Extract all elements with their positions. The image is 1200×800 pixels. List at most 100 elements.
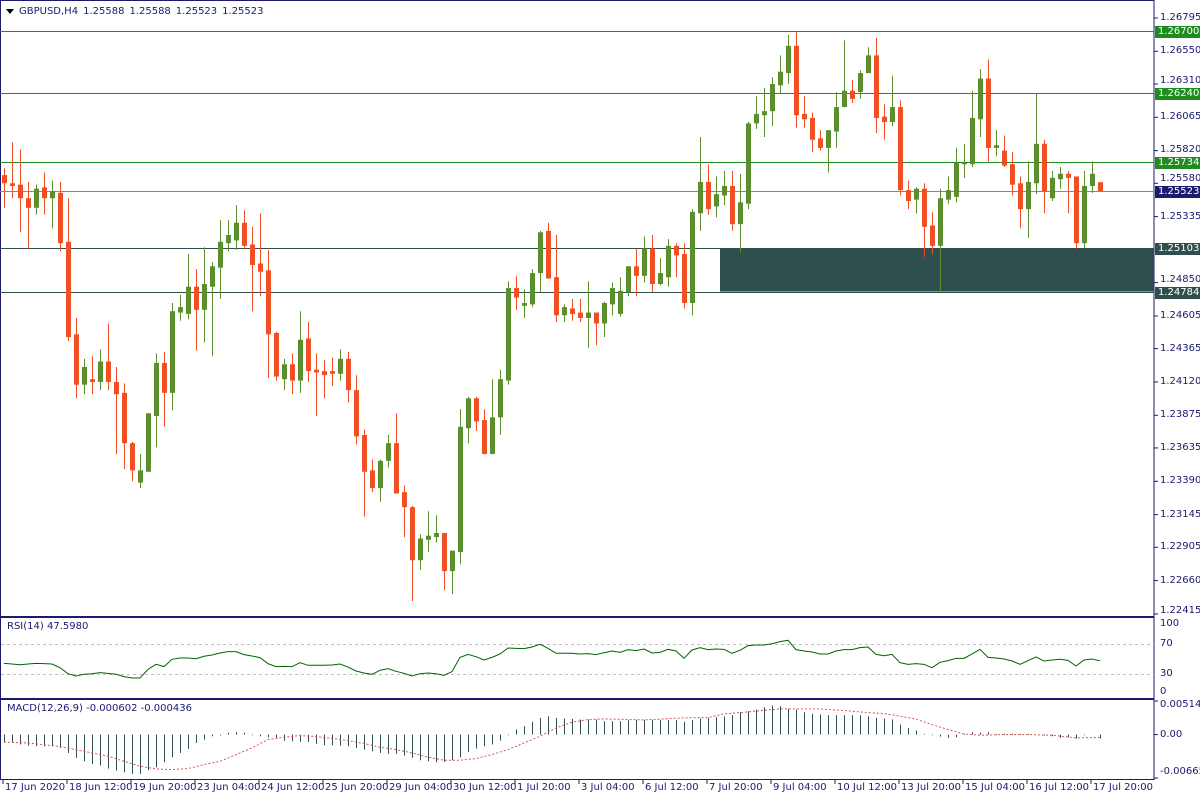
candle — [634, 248, 639, 297]
candle-body — [1090, 173, 1095, 187]
candle — [866, 47, 871, 74]
candle — [258, 213, 263, 297]
candle — [1026, 161, 1031, 238]
candle-body — [498, 379, 503, 418]
candle-body — [178, 307, 183, 313]
candle — [554, 234, 559, 323]
candle-body — [1002, 150, 1007, 166]
candle — [98, 349, 103, 391]
candle — [482, 409, 487, 455]
candle-body — [514, 288, 519, 298]
candle-body — [666, 245, 671, 278]
candle — [370, 459, 375, 493]
candle-body — [570, 308, 575, 314]
candle — [146, 413, 151, 472]
candle-body — [474, 398, 479, 422]
price-axis-label: 1.23635 — [1160, 441, 1200, 453]
candle-body — [674, 245, 679, 256]
candle-body — [210, 266, 215, 287]
candle — [386, 435, 391, 468]
candle — [906, 180, 911, 210]
candle-body — [194, 286, 199, 310]
level-lines — [0, 31, 1154, 293]
price-axis-label: 1.24605 — [1160, 309, 1200, 321]
low-value: 1.25523 — [175, 5, 218, 17]
candle — [914, 187, 919, 214]
candle-body — [218, 241, 223, 268]
candle-body — [690, 211, 695, 304]
candle — [1066, 171, 1071, 214]
candle — [226, 220, 231, 252]
candle — [530, 269, 535, 308]
candle — [834, 92, 839, 148]
candle-body — [1058, 173, 1063, 180]
price-axis-label: 1.23145 — [1160, 508, 1200, 520]
candle — [178, 294, 183, 321]
candle-body — [346, 358, 351, 391]
candle-body — [826, 130, 831, 148]
candle-body — [1098, 182, 1103, 192]
price-axis-label: 1.22415 — [1160, 605, 1200, 617]
dropdown-triangle-icon[interactable] — [6, 8, 14, 14]
candle-body — [170, 311, 175, 393]
candle-body — [946, 190, 951, 200]
macd-main-value: -0.000602 — [86, 703, 138, 714]
candle — [314, 353, 319, 416]
candle-body — [714, 194, 719, 207]
time-axis-label: 15 Jul 04:00 — [965, 782, 1025, 793]
macd-axis-label: 0.005143 — [1160, 699, 1200, 711]
candle-body — [154, 362, 159, 416]
candle — [34, 184, 39, 215]
candle — [354, 375, 359, 445]
candle-body — [266, 270, 271, 335]
candle — [362, 429, 367, 517]
support-zone-rect — [720, 248, 1154, 292]
candle-body — [394, 443, 399, 494]
candle-body — [338, 358, 343, 374]
candle-body — [250, 244, 255, 265]
candle — [162, 352, 167, 427]
macd-panel-graphics — [3, 705, 1101, 774]
price-axis-label: 1.24365 — [1160, 342, 1200, 354]
candle-body — [90, 379, 95, 382]
candle-body — [618, 290, 623, 314]
candle — [1018, 176, 1023, 229]
candle — [842, 40, 847, 108]
candle-body — [1066, 173, 1071, 178]
candle-body — [122, 392, 127, 444]
price-axis-label: 1.23390 — [1160, 475, 1200, 487]
candle-body — [770, 83, 775, 112]
candle-body — [538, 232, 543, 274]
time-axis-label: 9 Jul 04:00 — [773, 782, 827, 793]
time-axis-label: 17 Jun 2020 — [5, 782, 66, 793]
candle-body — [858, 73, 863, 93]
time-axis-label: 13 Jul 20:00 — [901, 782, 961, 793]
candle — [650, 234, 655, 293]
time-axis-label: 25 Jun 20:00 — [325, 782, 389, 793]
macd-label: MACD(12,26,9) -0.000602 -0.000436 — [7, 703, 192, 714]
candle — [290, 353, 295, 395]
candle-body — [378, 460, 383, 489]
price-axis-label: 1.26795 — [1160, 11, 1200, 23]
time-axis-label: 29 Jun 04:00 — [389, 782, 453, 793]
candle-body — [706, 181, 711, 210]
candle-body — [330, 371, 335, 374]
rsi-line — [3, 639, 1101, 679]
candle — [794, 32, 799, 128]
candle-body — [682, 254, 687, 304]
candle — [610, 282, 615, 316]
candle-body — [458, 426, 463, 553]
candle — [394, 413, 399, 494]
chart-frames — [0, 0, 1158, 784]
candle — [90, 356, 95, 395]
candle-body — [922, 188, 927, 227]
candle-body — [466, 398, 471, 429]
candle — [1082, 171, 1087, 249]
candle-body — [58, 192, 63, 244]
candle — [658, 258, 663, 286]
candle — [786, 34, 791, 84]
candle — [378, 459, 383, 502]
candle — [514, 275, 519, 310]
candle-body — [242, 222, 247, 246]
